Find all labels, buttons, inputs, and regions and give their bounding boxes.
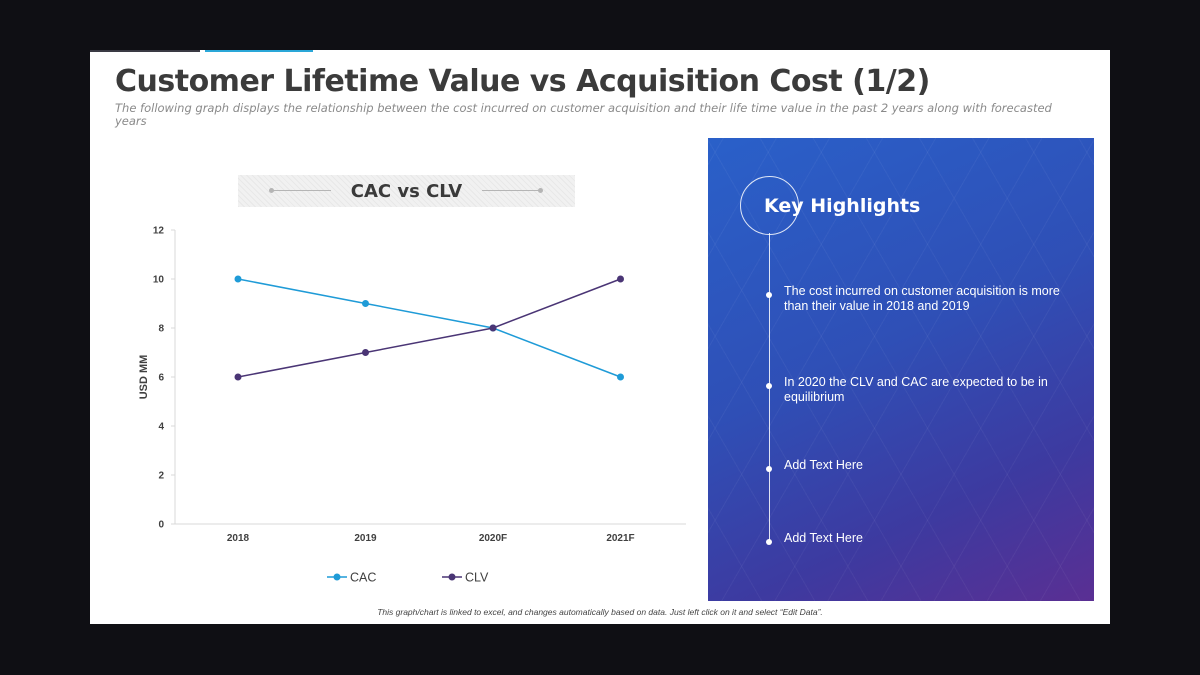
x-axis: 2018 2019 2020F 2021F	[175, 523, 686, 544]
highlight-text[interactable]: The cost incurred on customer acquisitio…	[784, 284, 1060, 313]
slide: Customer Lifetime Value vs Acquisition C…	[90, 50, 1110, 624]
slide-subtitle: The following graph displays the relatio…	[115, 101, 1052, 128]
slide-title: Customer Lifetime Value vs Acquisition C…	[115, 64, 930, 99]
x-tick-label: 2018	[227, 533, 250, 544]
series-layer	[234, 275, 624, 381]
highlight-text[interactable]: Add Text Here	[784, 531, 863, 545]
series-line-cac	[237, 278, 621, 378]
y-axis-title: USD MM	[138, 355, 150, 400]
data-point-clv	[234, 373, 242, 381]
data-point-cac	[234, 275, 242, 283]
data-point-clv	[362, 349, 369, 356]
banner-dot-left	[269, 188, 274, 193]
tab-indicator-dark	[90, 50, 200, 52]
legend: CAC CLV	[327, 571, 489, 585]
legend-label-clv: CLV	[465, 571, 489, 585]
y-tick-label: 6	[158, 373, 164, 384]
y-tick-label: 8	[158, 324, 164, 335]
x-tick-label: 2019	[354, 533, 377, 544]
tab-indicator-blue	[205, 50, 313, 52]
timeline-dot	[766, 292, 772, 298]
timeline-dot	[766, 466, 772, 472]
legend-marker-clv	[448, 573, 456, 581]
data-point-cac	[362, 300, 369, 307]
highlight-text[interactable]: In 2020 the CLV and CAC are expected to …	[784, 375, 1048, 404]
key-highlights-panel: Key Highlights The cost incurred on cust…	[708, 138, 1094, 601]
x-tick-label: 2021F	[606, 533, 634, 544]
series-line-clv	[237, 278, 621, 378]
y-tick-label: 4	[158, 422, 164, 433]
y-tick-label: 10	[153, 275, 165, 286]
y-axis: 0 2 4 6 8 10 12 USD MM	[138, 226, 176, 531]
data-point-cac	[617, 373, 624, 381]
banner-dot-right	[538, 188, 543, 193]
chart-title-banner: CAC vs CLV	[238, 175, 575, 207]
highlights-title: Key Highlights	[764, 195, 921, 217]
chart-title: CAC vs CLV	[350, 181, 463, 202]
x-tick-label: 2020F	[479, 533, 507, 544]
data-point-clv	[617, 275, 624, 283]
footer-note: This graph/chart is linked to excel, and…	[377, 607, 823, 617]
legend-marker-cac	[333, 573, 341, 581]
timeline-dot	[766, 383, 772, 389]
highlight-text[interactable]: Add Text Here	[784, 458, 863, 472]
timeline-dot	[766, 539, 772, 545]
banner-rule-right	[482, 190, 542, 191]
y-tick-label: 12	[153, 226, 165, 237]
banner-rule-left	[271, 190, 331, 191]
y-tick-label: 2	[158, 471, 164, 482]
data-point-clv	[489, 324, 497, 332]
line-chart[interactable]: 0 2 4 6 8 10 12 USD MM 2018 2019 2020F 2021F CAC CL…	[90, 50, 690, 605]
y-tick-label: 0	[158, 520, 164, 531]
legend-label-cac: CAC	[350, 571, 376, 585]
